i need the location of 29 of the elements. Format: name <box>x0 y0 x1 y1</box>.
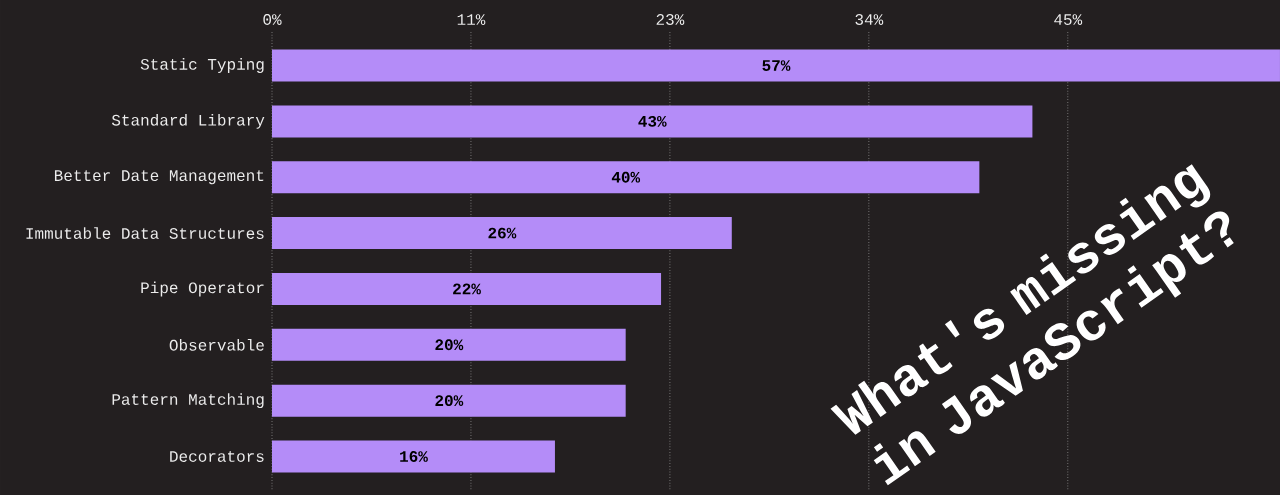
data-label: 20% <box>435 339 464 351</box>
bar <box>272 440 555 473</box>
bar <box>272 384 626 417</box>
x-tick-label: 34% <box>855 14 884 25</box>
y-tick-label: Decorators <box>170 451 264 462</box>
x-tick-label: 45% <box>1054 14 1083 25</box>
data-label: 40% <box>611 171 641 183</box>
bar <box>272 161 980 194</box>
data-label: 22% <box>453 283 481 295</box>
data-label: 57% <box>762 60 791 71</box>
bar <box>272 49 1280 82</box>
y-tick-label: Observable <box>169 338 264 351</box>
data-label: 43% <box>638 115 667 127</box>
x-tick-label: 0% <box>263 14 282 25</box>
y-tick-label: Static Typing <box>140 58 264 73</box>
y-tick-label: Better Date Management <box>54 170 264 185</box>
bar <box>272 272 662 305</box>
bar <box>272 328 626 361</box>
data-label: 26% <box>488 227 517 239</box>
y-tick-label: Immutable Data Structures <box>26 227 264 239</box>
bar <box>272 105 1033 138</box>
x-tick-label: 11% <box>457 14 486 25</box>
y-tick-label: Pattern Matching <box>112 393 264 409</box>
y-tick-label: Pipe Operator <box>141 281 264 297</box>
x-tick-label: 23% <box>656 14 685 25</box>
data-label: 16% <box>400 451 428 462</box>
y-tick-label: Standard Library <box>111 113 265 129</box>
data-label: 20% <box>435 395 464 407</box>
bar <box>272 217 732 250</box>
